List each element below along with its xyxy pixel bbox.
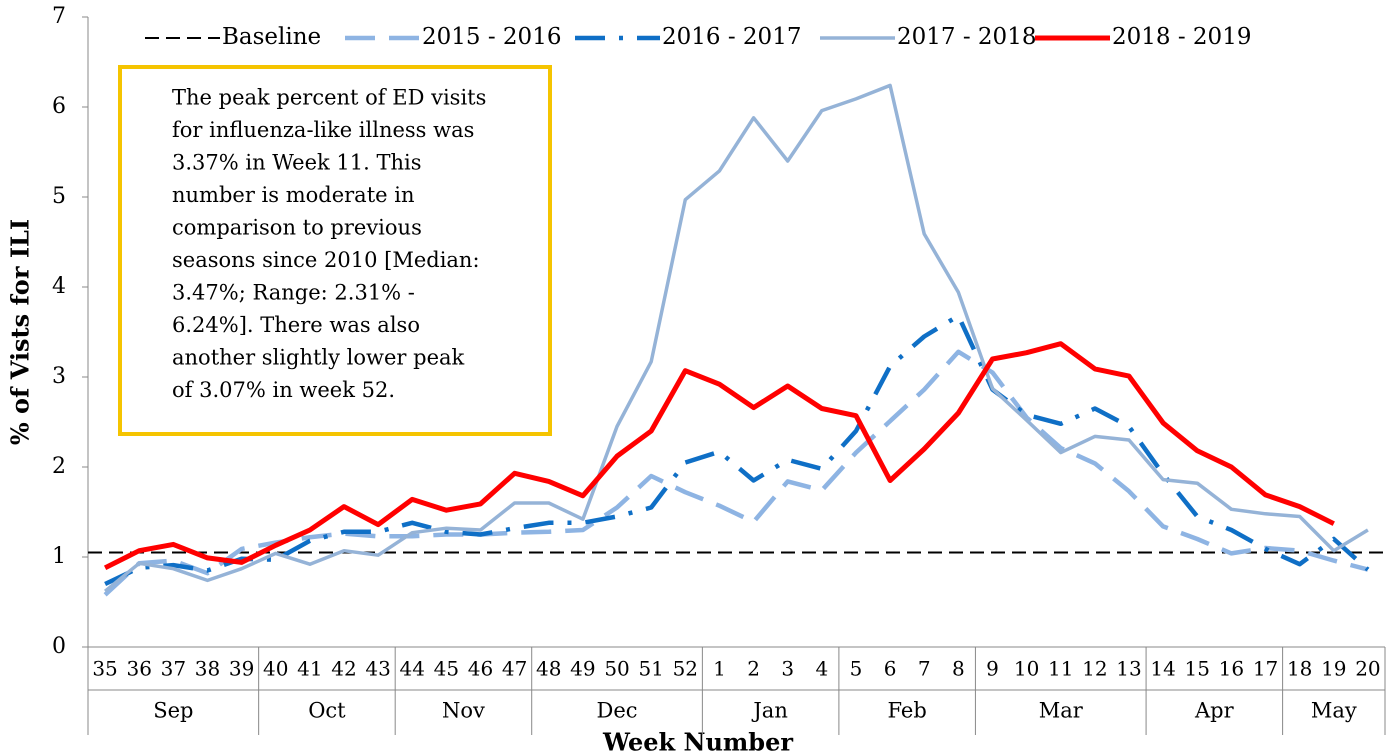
x-tick-label: 45 bbox=[434, 657, 459, 681]
month-label: Sep bbox=[153, 699, 193, 723]
x-tick-label: 15 bbox=[1185, 657, 1210, 681]
x-tick-label: 48 bbox=[536, 657, 561, 681]
x-tick-label: 16 bbox=[1219, 657, 1244, 681]
x-tick-label: 9 bbox=[986, 657, 999, 681]
legend-label: 2015 - 2016 bbox=[422, 24, 561, 50]
annotation-line: for influenza-like illness was bbox=[172, 118, 474, 142]
x-tick-label: 46 bbox=[468, 657, 493, 681]
month-label: Oct bbox=[308, 699, 346, 723]
series-line bbox=[103, 341, 1335, 571]
y-tick-label: 1 bbox=[52, 544, 66, 569]
month-label: Mar bbox=[1039, 699, 1084, 723]
annotation-line: The peak percent of ED visits bbox=[172, 86, 486, 110]
x-tick-label: 19 bbox=[1321, 657, 1346, 681]
month-label: Dec bbox=[597, 699, 638, 723]
x-tick-label: 6 bbox=[884, 657, 897, 681]
x-tick-label: 36 bbox=[126, 657, 151, 681]
x-tick-label: 18 bbox=[1287, 657, 1312, 681]
x-tick-label: 52 bbox=[673, 657, 698, 681]
y-tick-label: 6 bbox=[52, 94, 66, 119]
annotation-line: 3.47%; Range: 2.31% - bbox=[172, 281, 415, 305]
y-axis-title: % of Vists for ILI bbox=[6, 219, 35, 445]
annotation-line: of 3.07% in week 52. bbox=[172, 378, 395, 402]
x-tick-label: 13 bbox=[1116, 657, 1141, 681]
x-tick-label: 10 bbox=[1014, 657, 1039, 681]
y-tick-label: 7 bbox=[52, 4, 66, 29]
x-axis-title: Week Number bbox=[602, 728, 793, 756]
annotation-line: seasons since 2010 [Median: bbox=[172, 248, 480, 272]
x-tick-label: 7 bbox=[918, 657, 931, 681]
x-tick-label: 51 bbox=[638, 657, 663, 681]
x-tick-label: 43 bbox=[365, 657, 390, 681]
x-tick-label: 5 bbox=[850, 657, 863, 681]
annotation-line: comparison to previous bbox=[172, 216, 422, 240]
x-tick-label: 12 bbox=[1082, 657, 1107, 681]
y-tick-label: 3 bbox=[52, 364, 66, 389]
x-tick-label: 50 bbox=[604, 657, 629, 681]
x-tick-label: 42 bbox=[331, 657, 356, 681]
x-tick-label: 11 bbox=[1048, 657, 1073, 681]
y-tick-label: 5 bbox=[52, 184, 66, 209]
series-line bbox=[103, 83, 1369, 593]
x-tick-label: 2 bbox=[747, 657, 760, 681]
x-tick-label: 35 bbox=[92, 657, 117, 681]
legend-label: 2018 - 2019 bbox=[1112, 24, 1251, 50]
x-tick-label: 37 bbox=[161, 657, 186, 681]
series-line bbox=[103, 349, 1369, 597]
annotation-line: 6.24%]. There was also bbox=[172, 313, 420, 337]
x-tick-label: 47 bbox=[502, 657, 527, 681]
x-tick-label: 39 bbox=[229, 657, 254, 681]
x-tick-label: 14 bbox=[1150, 657, 1175, 681]
x-tick-label: 49 bbox=[570, 657, 595, 681]
month-label: Jan bbox=[751, 699, 787, 723]
x-tick-label: 3 bbox=[781, 657, 794, 681]
x-tick-label: 38 bbox=[195, 657, 220, 681]
x-tick-label: 20 bbox=[1355, 657, 1380, 681]
x-tick-label: 1 bbox=[713, 657, 726, 681]
annotation-line: another slightly lower peak bbox=[172, 346, 465, 370]
annotation-box bbox=[118, 65, 552, 436]
x-tick-label: 8 bbox=[952, 657, 965, 681]
y-tick-label: 4 bbox=[52, 274, 66, 299]
month-label: Nov bbox=[442, 699, 485, 723]
legend-label: Baseline bbox=[222, 24, 321, 50]
y-tick-label: 2 bbox=[52, 454, 66, 479]
month-label: May bbox=[1311, 699, 1357, 723]
legend-label: 2017 - 2018 bbox=[897, 24, 1036, 50]
annotation-line: number is moderate in bbox=[172, 183, 414, 207]
x-tick-label: 17 bbox=[1253, 657, 1278, 681]
legend-label: 2016 - 2017 bbox=[662, 24, 801, 50]
x-tick-label: 41 bbox=[297, 657, 322, 681]
series-line bbox=[104, 313, 1370, 587]
x-tick-label: 44 bbox=[400, 657, 425, 681]
y-tick-label: 0 bbox=[52, 634, 66, 659]
annotation-line: 3.37% in Week 11. This bbox=[172, 151, 422, 175]
month-label: Feb bbox=[888, 699, 927, 723]
month-label: Apr bbox=[1194, 699, 1235, 723]
x-tick-label: 40 bbox=[263, 657, 288, 681]
x-tick-label: 4 bbox=[815, 657, 828, 681]
